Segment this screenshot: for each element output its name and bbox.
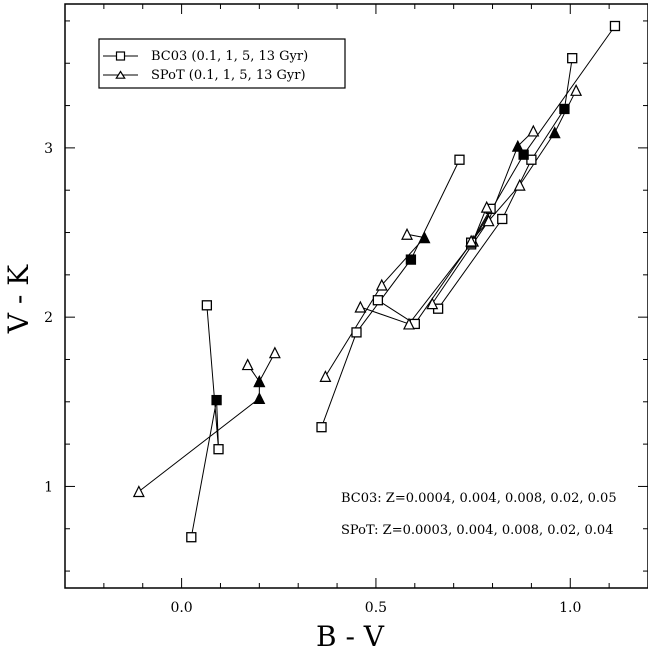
plot-frame [64,3,648,589]
spot-point [354,300,367,313]
bc03-point [567,53,578,64]
y-axis-title: V - K [2,264,35,334]
x-tick-label: 1.0 [559,600,581,616]
bc03-series-line [190,305,220,538]
spot-point [401,227,413,240]
annotation-group: BC03: Z=0.0004, 0.004, 0.008, 0.02, 0.05… [341,491,617,538]
bc03-point [351,327,362,338]
legend-bc03-label: BC03 (0.1, 1, 5, 13 Gyr) [151,49,308,64]
bc03-point [372,295,384,306]
spot-point [268,346,281,359]
bc03-point [201,300,213,311]
legend-spot-marker-icon [115,70,126,79]
spot-point [570,83,583,96]
spot-point [482,214,495,227]
x-tick-label: 0.0 [170,600,192,616]
y-tick-label: 3 [44,141,53,157]
x-tick-label: 0.5 [365,600,387,616]
spot-point [132,485,145,498]
spot-point [513,178,526,191]
series-points [132,20,621,543]
spot-filled-point [418,231,431,244]
bc03-point [609,20,621,32]
bc03-point [316,422,327,433]
spot-filled-point [253,392,266,405]
bc03-filled-point [405,254,417,265]
x-axis-title: B - V [316,620,385,653]
bc03-point [186,532,197,543]
spot-filled-point [511,139,524,152]
y-tick-label: 1 [44,479,53,495]
y-tick-label: 2 [44,310,53,326]
annotation-bc03: BC03: Z=0.0004, 0.004, 0.008, 0.02, 0.05 [341,491,617,506]
spot-series-line [360,206,488,325]
spot-filled-point [253,375,266,388]
bc03-filled-point [518,149,529,160]
bc03-point [454,154,465,165]
legend-box [98,38,346,89]
spot-point [465,234,478,247]
bc03-series-line [321,159,460,428]
spot-point [426,297,439,310]
legend-bc03-marker-icon [115,51,126,61]
bc03-point [497,213,508,225]
spot-point [480,200,493,213]
spot-filled-point [548,126,561,139]
legend-spot-label: SPoT (0.1, 1, 5, 13 Gyr) [151,68,306,83]
plot-area-border [64,3,648,589]
spot-point [402,317,415,330]
spot-series-line [138,352,276,492]
bc03-point [213,444,224,455]
bc03-filled-point [211,394,222,406]
spot-point [319,370,332,383]
spot-point [375,278,388,291]
spot-point [527,124,540,137]
bc03-series-line [377,208,492,325]
bc03-filled-point [559,103,570,115]
spot-point [241,358,254,371]
chart-legend: BC03 (0.1, 1, 5, 13 Gyr) SPoT (0.1, 1, 5… [98,38,346,89]
series-lines [138,25,616,538]
spot-series-line [431,130,534,304]
annotation-spot: SPoT: Z=0.0003, 0.004, 0.008, 0.02, 0.04 [341,523,613,538]
axis-ticks: 0.0 0.5 1.0 1 2 3 [44,4,648,616]
